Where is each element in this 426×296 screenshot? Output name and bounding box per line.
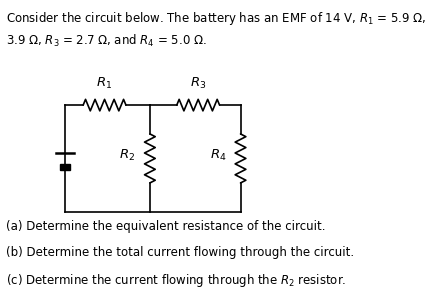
Bar (60, 164, 70, 170)
Text: (c) Determine the current flowing through the $R_2$ resistor.: (c) Determine the current flowing throug… (6, 272, 346, 289)
Text: 3.9 Ω, $R_3$ = 2.7 Ω, and $R_4$ = 5.0 Ω.: 3.9 Ω, $R_3$ = 2.7 Ω, and $R_4$ = 5.0 Ω. (6, 33, 207, 49)
Text: $R_4$: $R_4$ (209, 148, 226, 163)
Text: (a) Determine the equivalent resistance of the circuit.: (a) Determine the equivalent resistance … (6, 221, 325, 234)
Text: $R_1$: $R_1$ (96, 76, 112, 91)
Text: $R_2$: $R_2$ (119, 148, 135, 163)
Text: $R_3$: $R_3$ (190, 76, 206, 91)
Text: (b) Determine the total current flowing through the circuit.: (b) Determine the total current flowing … (6, 246, 354, 259)
Text: Consider the circuit below. The battery has an EMF of 14 V, $R_1$ = 5.9 Ω, $R_2$: Consider the circuit below. The battery … (6, 10, 426, 27)
